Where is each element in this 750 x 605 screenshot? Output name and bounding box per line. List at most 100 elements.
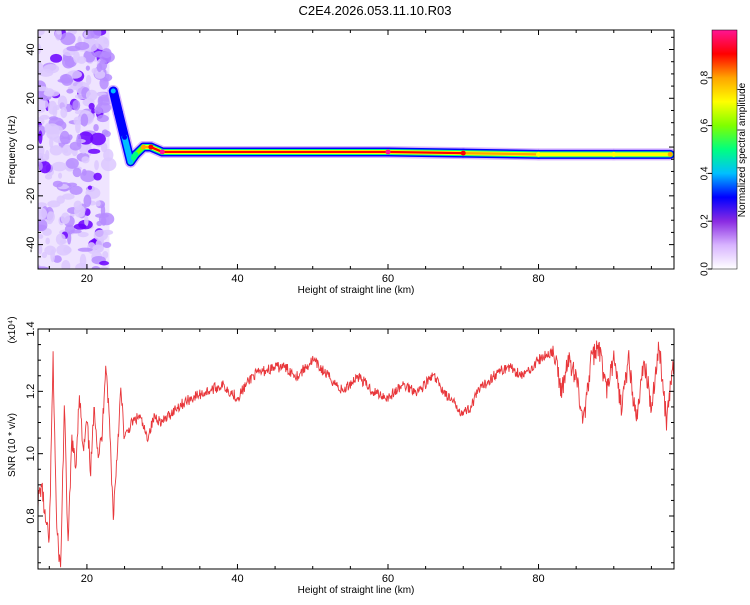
heatmap-y-ticks: -40 -20 0 20 40 <box>25 36 674 270</box>
heatmap-noise-cell <box>85 74 92 86</box>
heatmap-ridge-segment <box>462 152 540 156</box>
heatmap-noise-cell <box>62 193 75 200</box>
heatmap-noise-cell <box>41 251 48 259</box>
snr-series-line <box>38 340 674 568</box>
line-x-tick-label: 80 <box>532 573 544 585</box>
heatmap-noise-cell <box>38 266 49 269</box>
heatmap-noise-cell <box>103 148 114 162</box>
heatmap-noise-cell <box>73 200 83 211</box>
heatmap-noise-cell <box>83 50 96 63</box>
heatmap-noise-cell <box>39 114 50 120</box>
heatmap-noise-cell <box>43 90 60 97</box>
heatmap-panel: 20 40 60 80 -40 -20 0 20 40 Height of straight … <box>7 29 675 296</box>
colorbar-tick-label: 0.6 <box>700 118 711 132</box>
heatmap-noise-cell <box>77 231 89 238</box>
heatmap-noise-cell <box>80 113 89 127</box>
heatmap-noise-cell <box>66 88 74 94</box>
heatmap-noise-cell <box>38 68 54 77</box>
heatmap-noise-cell <box>82 168 87 176</box>
heatmap-noise-cell <box>38 30 45 36</box>
heatmap-noise-cell <box>50 53 63 63</box>
heatmap-noise-cell <box>58 172 63 179</box>
heatmap-noise-cell <box>74 109 91 115</box>
heatmap-noise-cell <box>88 102 95 110</box>
heatmap-noise-cell <box>63 246 72 254</box>
heatmap-noise-cell <box>49 145 63 156</box>
line-y-tick-label: 1.4 <box>25 321 37 336</box>
heatmap-noise-cell <box>48 116 59 121</box>
heatmap-noise-cell <box>44 123 60 135</box>
heatmap-ridge-point <box>140 144 146 150</box>
heatmap-noise-cell <box>98 212 115 226</box>
line-x-tick-label: 20 <box>81 573 93 585</box>
heatmap-frame <box>37 29 675 270</box>
heatmap-noise-cell <box>99 266 109 269</box>
heatmap-noise-cell <box>47 200 61 208</box>
heatmap-noise-cell <box>90 30 102 39</box>
heatmap-y-tick-label: -40 <box>25 237 37 253</box>
heatmap-x-tick-label: 40 <box>231 273 243 285</box>
heatmap-y-tick-label: 40 <box>25 43 37 55</box>
heatmap-noise-cell <box>38 43 42 55</box>
heatmap-noise-cell <box>59 73 73 84</box>
heatmap-noise-cell <box>69 185 83 196</box>
heatmap-noise-cell <box>94 70 106 79</box>
heatmap-noise-cell <box>102 241 112 248</box>
heatmap-x-axis-label: Height of straight line (km) <box>298 285 415 296</box>
heatmap-noise-cell <box>90 132 106 146</box>
colorbar: 0.0 0.2 0.4 0.6 0.8 Normalized spectral ampl… <box>700 29 748 276</box>
heatmap-noise-cell <box>72 99 81 111</box>
heatmap-noise-cell <box>101 48 112 59</box>
heatmap-noise-cell <box>38 244 43 255</box>
heatmap-ridge-segment <box>117 111 126 139</box>
line-x-axis-label: Height of straight line (km) <box>298 585 415 596</box>
heatmap-noise-cell <box>66 45 81 52</box>
heatmap-noise-cell <box>38 218 48 232</box>
heatmap-noise-cell <box>81 156 90 164</box>
heatmap-noise-cell <box>46 211 55 223</box>
heatmap-noise-cell <box>38 98 49 110</box>
colorbar-tick-label: 0.4 <box>700 166 711 180</box>
line-y-axis-label: SNR (10 * v/v) <box>7 413 18 477</box>
heatmap-ridge-segment <box>112 89 120 115</box>
line-y-tick-label: 1.2 <box>25 384 37 399</box>
heatmap-noise-cell <box>67 231 72 245</box>
heatmap-x-ticks: 20 40 60 80 <box>48 30 652 285</box>
heatmap-y-tick-label: 0 <box>25 144 37 150</box>
heatmap-noise-cell <box>79 253 87 268</box>
heatmap-noise-cell <box>91 266 101 269</box>
heatmap-noise-cell <box>45 237 50 245</box>
line-y-ticks: 0.8 1.0 1.2 1.4 <box>25 321 674 564</box>
line-panel: 20 40 60 80 0.8 1.0 1.2 1.4 Height of straight… <box>7 316 675 596</box>
heatmap-noise-cell <box>95 200 101 207</box>
heatmap-noise-cell <box>60 107 68 119</box>
heatmap-noise-cell <box>77 247 93 252</box>
heatmap-noise-cell <box>96 114 109 123</box>
heatmap-noise-cell <box>93 172 102 181</box>
heatmap-noise-cell <box>44 174 53 180</box>
heatmap-noise-cell <box>100 157 117 172</box>
colorbar-tick-label: 0.8 <box>700 70 711 84</box>
heatmap-noise-cell <box>50 249 56 263</box>
heatmap-noise-cell <box>59 130 70 145</box>
heatmap-noise-cell <box>67 182 78 187</box>
line-y-tick-label: 0.8 <box>25 508 37 523</box>
heatmap-ridge-point <box>110 88 116 94</box>
heatmap-noise-cell <box>85 65 90 71</box>
heatmap-noise-cell <box>102 251 109 259</box>
heatmap-noise-cell <box>94 106 103 115</box>
line-y-tick-label: 1.0 <box>25 446 37 461</box>
heatmap-noise-cell <box>61 260 71 269</box>
colorbar-gradient <box>711 29 738 270</box>
heatmap-noise-cell <box>93 123 99 132</box>
colorbar-tick-label: 0.0 <box>700 262 711 276</box>
heatmap-y-tick-label: -20 <box>25 188 37 204</box>
heatmap-ridge-point <box>460 150 466 156</box>
heatmap-noise-cell <box>38 207 48 220</box>
heatmap-noise-cell <box>47 100 58 115</box>
line-scale-note: (x10⁴) <box>7 316 18 343</box>
heatmap-noise-cell <box>76 133 82 147</box>
heatmap-ridge-point <box>116 110 122 116</box>
heatmap-noise-cell <box>101 129 109 136</box>
heatmap-ridge-point <box>133 151 139 157</box>
